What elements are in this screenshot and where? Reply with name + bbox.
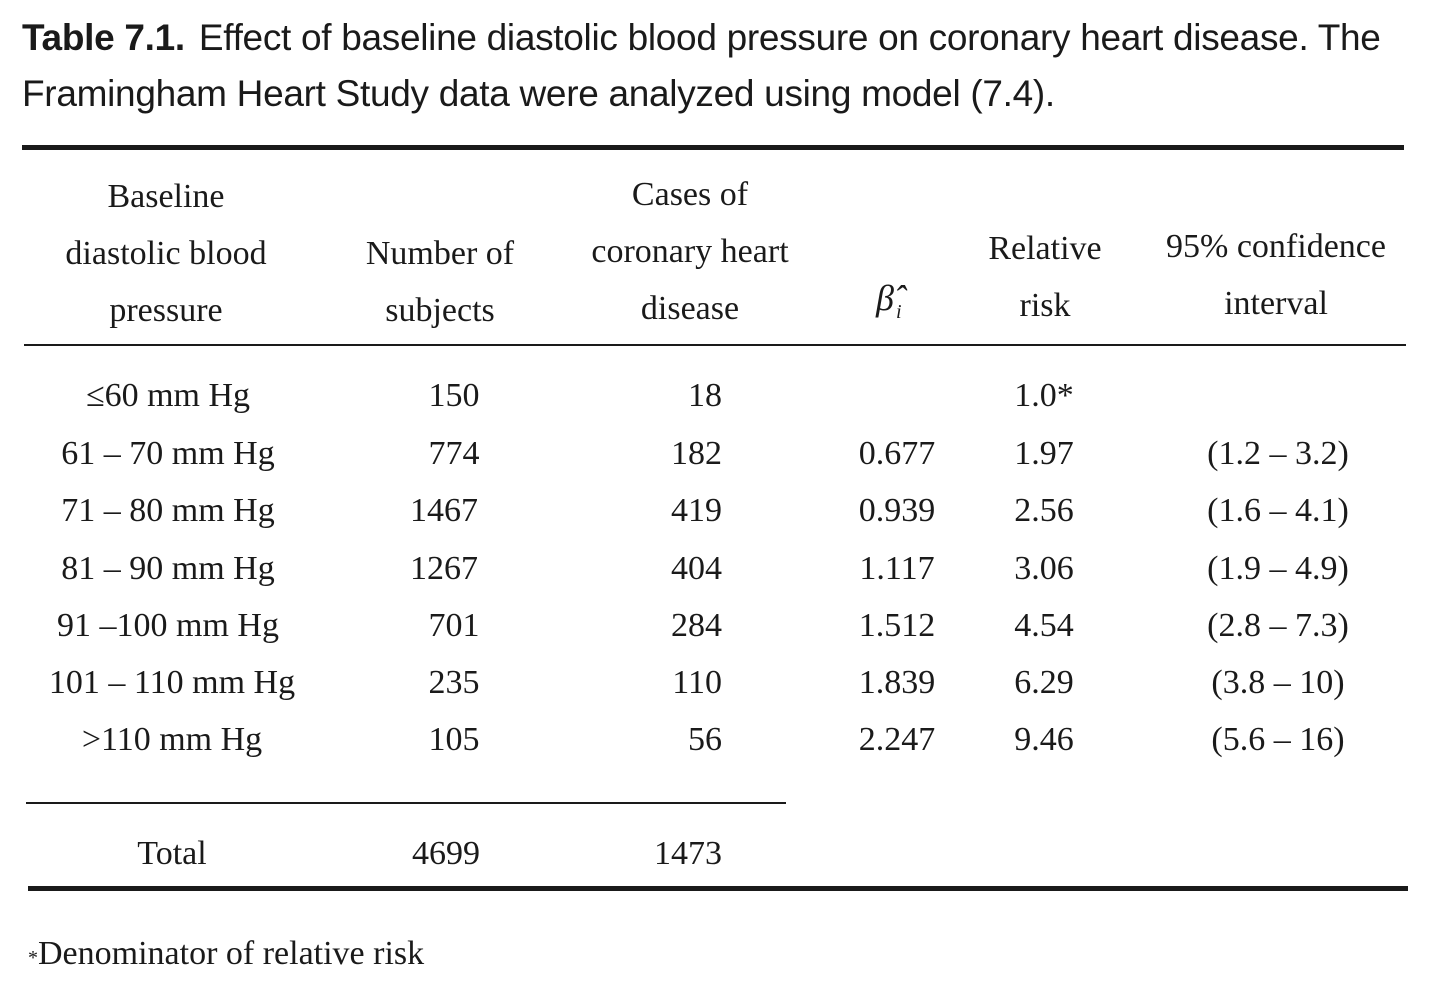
table-cell-bp: ≤60 mm Hg: [85, 377, 251, 414]
table-cell-subjects: 774: [428, 435, 480, 472]
table-cell-subjects: 150: [428, 377, 480, 414]
total-label: Total: [137, 835, 207, 872]
table-cell-bp: >110 mm Hg: [81, 721, 263, 758]
table-cell-cases: 404: [671, 550, 722, 587]
top-rule: [22, 145, 1404, 150]
table-cell-bp: 91 –100 mm Hg: [57, 607, 279, 644]
table-cell-relative-risk: 9.46: [1014, 721, 1074, 758]
table-cell-cases: 110: [672, 664, 722, 701]
table-cell-beta: 0.939: [858, 492, 936, 529]
table-cell-relative-risk: 2.56: [1014, 492, 1074, 529]
header-baseline-bp: Baseline diastolic blood pressure: [65, 178, 267, 329]
table-cell-bp: 101 – 110 mm Hg: [48, 664, 296, 701]
table-cell-beta: 2.247: [858, 721, 936, 758]
header-beta-hat: β̂ i: [876, 278, 902, 323]
table-cell-ci: (5.6 – 16): [1211, 721, 1345, 758]
footnote-mark: *: [28, 947, 38, 969]
table-cell-relative-risk: 4.54: [1014, 607, 1074, 644]
table-cell-cases: 284: [671, 607, 722, 644]
table-cell-ci: (1.6 – 4.1): [1207, 492, 1349, 529]
footnote: *Denominator of relative risk: [28, 932, 424, 976]
table-cell-relative-risk: 1.97: [1014, 435, 1074, 472]
total-subjects: 4699: [412, 835, 480, 872]
table-cell-cases: 419: [671, 492, 722, 529]
table-cell-cases: 18: [688, 377, 722, 414]
table-cell-bp: 61 – 70 mm Hg: [61, 435, 275, 472]
table-label: Table 7.1.: [22, 17, 185, 58]
table-cell-beta: 1.839: [858, 664, 936, 701]
table-cell-subjects: 235: [428, 664, 480, 701]
table-cell-relative-risk: 6.29: [1014, 664, 1074, 701]
table-cell-subjects: 1467: [410, 492, 478, 529]
footnote-text: Denominator of relative risk: [38, 935, 425, 972]
header-number-of-subjects: Number of subjects: [365, 235, 515, 329]
total-cases: 1473: [654, 835, 722, 872]
table-cell-beta: 1.117: [859, 550, 935, 587]
table-cell-ci: (2.8 – 7.3): [1207, 607, 1349, 644]
table-cell-cases: 182: [671, 435, 722, 472]
total-rule: [26, 802, 786, 804]
caption-text: Effect of baseline diastolic blood press…: [22, 17, 1381, 114]
header-confidence-interval: 95% confidence interval: [1166, 228, 1386, 322]
header-rule: [24, 344, 1406, 346]
table-caption: Table 7.1. Effect of baseline diastolic …: [22, 10, 1422, 122]
table-cell-relative-risk: 3.06: [1014, 550, 1074, 587]
table-cell-cases: 56: [688, 721, 722, 758]
header-cases-chd: Cases of coronary heart disease: [591, 176, 789, 327]
table-cell-subjects: 105: [428, 721, 480, 758]
bottom-rule: [28, 886, 1408, 891]
table-cell-relative-risk: 1.0*: [1014, 377, 1074, 414]
table-cell-subjects: 701: [428, 607, 480, 644]
table-cell-beta: 1.512: [858, 607, 936, 644]
header-relative-risk: Relative risk: [988, 230, 1102, 324]
table-cell-beta: 0.677: [858, 435, 936, 472]
table-cell-ci: (1.2 – 3.2): [1207, 435, 1349, 472]
table-cell-ci: (1.9 – 4.9): [1207, 550, 1349, 587]
table-cell-ci: (3.8 – 10): [1211, 664, 1345, 701]
table-cell-subjects: 1267: [410, 550, 478, 587]
table-cell-bp: 81 – 90 mm Hg: [61, 550, 275, 587]
table-cell-bp: 71 – 80 mm Hg: [61, 492, 275, 529]
